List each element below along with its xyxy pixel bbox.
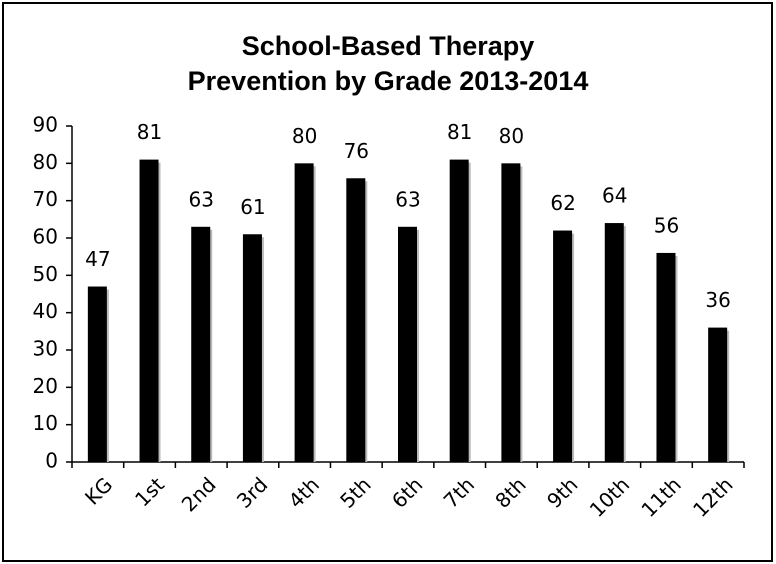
value-label: 36 [705,288,730,312]
value-label: 81 [137,120,162,144]
bar [242,234,262,462]
y-tick-label: 80 [33,150,58,174]
value-label: 56 [654,213,679,237]
value-label: 63 [189,187,214,211]
y-tick-label: 0 [45,449,58,473]
y-tick-label: 30 [33,337,58,361]
bar [449,159,469,462]
bar [87,286,107,462]
bar [191,226,211,462]
bar [708,327,728,462]
bar [553,230,573,462]
y-tick-label: 10 [33,411,58,435]
value-label: 80 [292,124,317,148]
y-tick-label: 70 [33,187,58,211]
y-tick-label: 40 [33,299,58,323]
chart-title: School-Based Therapy [242,31,535,61]
value-label: 63 [395,187,420,211]
y-tick-label: 60 [33,225,58,249]
value-label: 80 [499,124,524,148]
bar [294,163,314,463]
value-label: 81 [447,120,472,144]
y-tick-label: 50 [33,262,58,286]
bar [501,163,521,463]
bar [346,178,366,462]
value-label: 62 [550,191,575,215]
bar [656,252,676,462]
value-label: 76 [344,139,369,163]
y-tick-label: 20 [33,374,58,398]
y-tick-label: 90 [33,113,58,137]
bar [139,159,159,462]
chart-title: Prevention by Grade 2013-2014 [188,66,589,96]
bar [398,226,417,462]
value-label: 61 [240,195,265,219]
value-label: 47 [85,247,110,271]
value-label: 64 [602,184,627,208]
bar [604,223,624,462]
